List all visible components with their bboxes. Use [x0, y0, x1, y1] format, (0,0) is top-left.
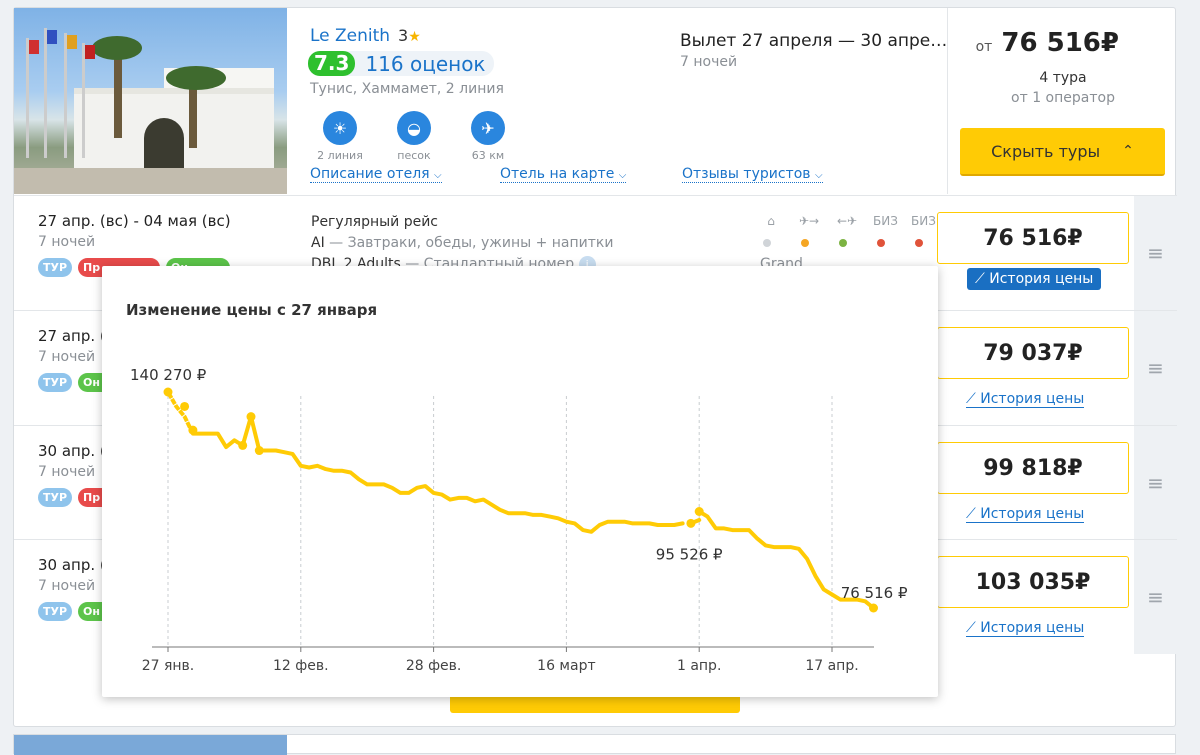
chart-point: [246, 412, 256, 422]
rating-badge[interactable]: 7.3 116 оценок: [308, 51, 494, 76]
popup-title: Изменение цены с 27 января: [126, 301, 378, 319]
feature-airport: ✈ 63 км: [462, 111, 514, 162]
tour-price-button[interactable]: 103 035₽: [937, 556, 1129, 608]
price-history-link[interactable]: ⟋ История цены: [966, 620, 1085, 637]
chevron-down-icon: ⌵: [618, 170, 627, 181]
tour-price-button[interactable]: 79 037₽: [937, 327, 1129, 379]
chart-point: [254, 446, 264, 456]
tour-dates: 30 апр. (: [38, 556, 106, 574]
price-history-link[interactable]: ⟋ История цены: [967, 268, 1102, 290]
chart-series-line: [697, 509, 876, 610]
status-dot: [839, 239, 847, 247]
chart-x-tick-label: 1 апр.: [677, 658, 721, 674]
status-dot: [801, 239, 809, 247]
hotel-reviews-link[interactable]: Отзывы туристов ⌵: [682, 166, 823, 183]
badge-tur: ТУР: [38, 373, 73, 392]
service-status-dots: [763, 239, 923, 247]
tour-nights: 7 ночей: [38, 349, 96, 365]
chart-point: [694, 506, 704, 516]
hotel-description-link[interactable]: Описание отеля ⌵: [310, 166, 442, 183]
tours-count: 4 тура: [1039, 70, 1087, 86]
min-price: от 76 516₽: [975, 28, 1119, 58]
flight-there-icon: ✈→: [798, 214, 820, 228]
price-history-chart: 27 янв. 12 фев. 28 фев. 16 март 1 апр. 17 апр…: [130, 366, 908, 674]
hotel-stars: 3★: [398, 26, 421, 45]
row-menu-icon[interactable]: ≡: [1134, 311, 1177, 425]
beach-line-icon: ☀: [323, 111, 357, 145]
chart-point: [686, 518, 696, 528]
chart-data-label: 95 526 ₽: [656, 546, 723, 564]
feature-beach-line: ☀ 2 линия: [314, 111, 366, 162]
tour-nights: 7 ночей: [38, 464, 96, 480]
hotel-name-link[interactable]: Le Zenith: [310, 26, 391, 46]
chart-icon: ⟋: [966, 391, 976, 407]
chart-x-tick-label: 16 март: [537, 658, 595, 674]
tour-nights: 7 ночей: [38, 578, 96, 594]
sand-icon: ◒: [397, 111, 431, 145]
status-dot: [877, 239, 885, 247]
hotel-photo[interactable]: [14, 735, 287, 755]
airport-distance-icon: ✈: [471, 111, 505, 145]
star-icon: ★: [408, 29, 421, 45]
chevron-down-icon: ⌵: [814, 170, 823, 181]
hotel-icon: ⌂: [767, 214, 775, 228]
status-dot: [915, 239, 923, 247]
hotel-features: ☀ 2 линия ◒ песок ✈ 63 км: [314, 111, 514, 162]
chart-icon: ⟋: [966, 620, 976, 636]
tour-dates: 27 апр. (вс) - 04 мая (вс): [38, 212, 231, 230]
reviews-count: 116 оценок: [365, 51, 486, 76]
hide-tours-button[interactable]: Скрыть туры ⌃: [960, 128, 1165, 176]
chart-x-tick-label: 12 фев.: [273, 658, 329, 674]
chart-x-tick-label: 27 янв.: [142, 658, 195, 674]
chart-series-line: [166, 390, 685, 534]
chart-data-label: 140 270 ₽: [130, 366, 207, 384]
departure-dates: Вылет 27 апреля — 30 апреля: [680, 31, 950, 51]
feature-sand: ◒ песок: [388, 111, 440, 162]
row-menu-icon[interactable]: ≡: [1134, 540, 1177, 654]
status-dot: [763, 239, 771, 247]
chart-point: [163, 387, 173, 397]
chart-x-tick-label: 28 фев.: [406, 658, 462, 674]
row-menu-icon[interactable]: ≡: [1134, 196, 1177, 310]
operators-count: от 1 оператор: [1011, 90, 1115, 106]
chart-point: [188, 425, 198, 435]
tour-nights: 7 ночей: [38, 234, 96, 250]
rating-score: 7.3: [308, 51, 356, 76]
price-history-link[interactable]: ⟋ История цены: [966, 391, 1085, 408]
business-class-icon: БИЗ: [873, 214, 898, 228]
nights-count: 7 ночей: [680, 54, 738, 70]
tour-dates: 30 апр. (: [38, 442, 106, 460]
price-column: от 76 516₽ 4 тура от 1 оператор Скрыть т…: [947, 8, 1177, 194]
price-history-popup: Изменение цены с 27 января 27 янв. 12 фев…: [102, 266, 938, 697]
hotel-photo[interactable]: [14, 8, 287, 194]
chart-point: [238, 440, 248, 450]
row-menu-icon[interactable]: ≡: [1134, 426, 1177, 540]
business-class-icon: БИЗ: [911, 214, 936, 228]
chevron-down-icon: ⌵: [434, 170, 442, 181]
tour-dates: 27 апр. (: [38, 327, 106, 345]
badge-tur: ТУР: [38, 602, 73, 621]
chart-point: [180, 401, 190, 411]
tour-services: ⌂ ✈→ ←✈ БИЗ БИЗ: [759, 214, 936, 228]
tour-row: 27 апр. ( 7 ночей ТУР Он 79 037₽ ⟋ Истор…: [14, 310, 1177, 425]
chart-data-label: 76 516 ₽: [841, 584, 908, 602]
next-hotel-card: [13, 734, 1176, 755]
tour-price-button[interactable]: 99 818₽: [937, 442, 1129, 494]
flight-type: Регулярный рейс: [311, 214, 439, 230]
price-history-link[interactable]: ⟋ История цены: [966, 506, 1085, 523]
tour-price-button[interactable]: 76 516₽: [937, 212, 1129, 264]
hotel-location: Тунис, Хаммамет, 2 линия: [310, 81, 504, 97]
flight-back-icon: ←✈: [836, 214, 858, 228]
chart-point: [869, 603, 878, 613]
chevron-up-icon: ⌃: [1122, 143, 1134, 159]
badge-tur: ТУР: [38, 488, 73, 507]
meal-info: AI — Завтраки, обеды, ужины + напитки: [311, 235, 614, 251]
chart-icon: ⟋: [975, 271, 985, 287]
badge-tur: ТУР: [38, 258, 73, 277]
chart-icon: ⟋: [966, 506, 976, 522]
chart-x-tick-label: 17 апр.: [805, 658, 858, 674]
hotel-map-link[interactable]: Отель на карте ⌵: [500, 166, 627, 183]
